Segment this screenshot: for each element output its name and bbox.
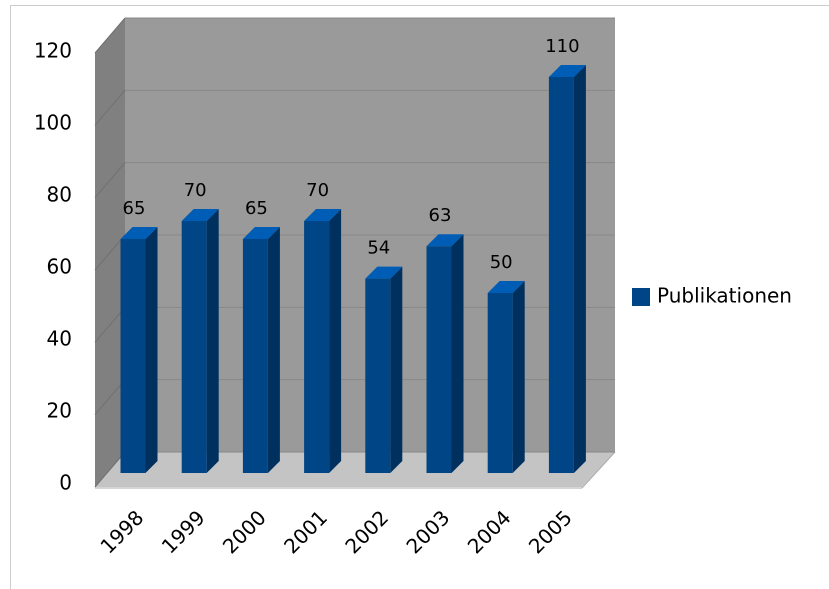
grid-line [94, 17, 126, 54]
floor-edge [581, 451, 616, 489]
bar-top [365, 266, 403, 279]
bar-side [451, 234, 464, 473]
value-label: 63 [429, 205, 452, 226]
value-label: 65 [123, 198, 146, 219]
bar-front [365, 278, 391, 473]
bar [242, 227, 280, 473]
bar-side [390, 266, 403, 473]
bar-front [242, 239, 268, 473]
y-tick-label: 60 [47, 255, 72, 279]
bar-front [181, 221, 207, 473]
bar [365, 266, 403, 473]
bar-side [267, 227, 280, 473]
grid-line [94, 90, 126, 126]
grid-line [94, 307, 126, 343]
frame [10, 5, 829, 589]
bar-top [120, 227, 158, 239]
x-tick-label: 2001 [279, 505, 332, 558]
y-tick-label: 100 [34, 111, 72, 135]
bar-top [181, 209, 219, 221]
y-tick-label: 40 [47, 327, 72, 351]
y-tick-label: 20 [47, 399, 72, 423]
bar-side [573, 65, 586, 473]
bar-top [426, 234, 464, 247]
legend-swatch [632, 288, 650, 306]
bar-top [548, 65, 586, 77]
bar [304, 209, 342, 473]
x-tick-label: 2005 [524, 505, 577, 558]
bar [487, 281, 525, 473]
bar-front [120, 239, 146, 473]
bar-side [329, 209, 342, 473]
grid-line [94, 379, 126, 415]
bar-top [242, 227, 280, 239]
bar-front [426, 246, 452, 473]
bar-top [304, 209, 342, 221]
x-tick-label: 2003 [401, 505, 454, 558]
value-label: 50 [490, 252, 513, 273]
y-tick-label: 80 [47, 183, 72, 207]
y-tick-label: 120 [34, 39, 72, 63]
bar-side [512, 281, 525, 473]
bar [426, 234, 464, 473]
bar-front [548, 77, 574, 473]
x-tick-label: 1998 [95, 505, 148, 558]
y-tick-label: 0 [59, 471, 72, 495]
grid-line [94, 162, 126, 198]
value-label: 54 [367, 238, 390, 259]
value-label: 110 [545, 36, 579, 57]
x-tick-label: 2004 [463, 505, 516, 558]
x-tick-label: 2002 [340, 505, 393, 558]
bar-front [304, 221, 330, 473]
bar-top [487, 281, 525, 293]
value-label: 65 [245, 198, 268, 219]
bar [181, 209, 219, 473]
legend-label: Publikationen [657, 284, 792, 308]
floor [95, 452, 615, 487]
bar [120, 227, 158, 473]
grid-line [94, 234, 126, 271]
bar-side [145, 227, 158, 473]
bar-side [206, 209, 219, 473]
x-tick-label: 1999 [157, 505, 210, 558]
value-label: 70 [306, 180, 329, 201]
value-label: 70 [184, 180, 207, 201]
bar [548, 65, 586, 473]
bar-front [487, 293, 513, 473]
grid-line [94, 451, 126, 488]
x-tick-label: 2000 [218, 505, 271, 558]
